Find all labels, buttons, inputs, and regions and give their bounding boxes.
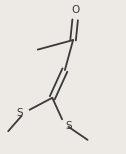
Text: S: S bbox=[16, 108, 23, 118]
Text: O: O bbox=[71, 5, 80, 14]
Text: S: S bbox=[66, 121, 72, 131]
